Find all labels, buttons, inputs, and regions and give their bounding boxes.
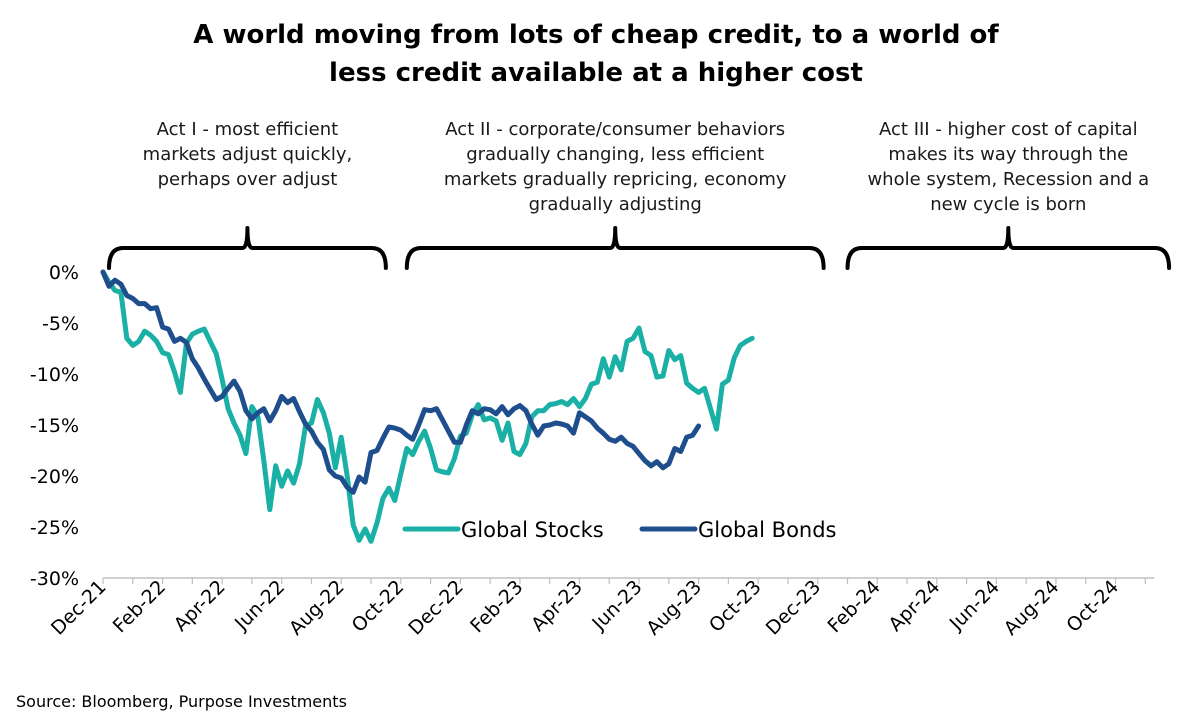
source-note: Source: Bloomberg, Purpose Investments [16,692,347,711]
y-tick-label: -25% [30,517,79,539]
x-tick-label: Apr-22 [170,576,230,636]
act-brace [107,226,388,270]
act-text-line: Act III - higher cost of capital [879,119,1138,140]
x-tick-label: Dec-22 [404,576,468,640]
x-tick-label: Jun-23 [587,576,646,635]
act-text-line: perhaps over adjust [158,169,338,190]
act-annotations: Act I - most efficient markets adjust qui… [107,119,1172,270]
act-text-line: new cycle is born [930,194,1086,215]
x-tick-label: Jun-24 [945,576,1004,635]
series-line-global-stocks [100,269,755,544]
x-tick-label: Aug-23 [642,576,706,640]
act-text-line: markets gradually repricing, economy [444,169,787,190]
x-tick-label: Aug-24 [1000,576,1064,640]
y-tick-label: -30% [30,568,79,590]
x-tick-label: Dec-23 [762,576,826,640]
x-tick-label: Apr-23 [527,576,587,636]
x-tick-label: Oct-22 [348,576,409,637]
x-tick-label: Jun-22 [230,576,289,635]
x-tick-label: Feb-23 [466,576,527,637]
act-text-line: whole system, Recession and a [867,169,1149,190]
legend-label-global-bonds: Global Bonds [698,518,837,542]
x-tick-label: Oct-24 [1062,576,1123,637]
act-text-line: Act I - most efficient [157,119,339,140]
x-tick-label: Aug-22 [285,576,349,640]
y-axis: 0% -5% -10% -15% -20% -25% -30% [30,262,79,590]
y-tick-label: -20% [30,466,79,488]
act-text-line: markets adjust quickly, [143,144,353,165]
y-tick-label: -5% [42,313,79,335]
x-tick-label: Feb-24 [824,576,885,637]
chart-title-line-1: A world moving from lots of cheap credit… [193,20,999,50]
act-text-line: gradually adjusting [529,194,702,215]
y-tick-label: -10% [30,364,79,386]
x-tick-label: Apr-24 [884,576,944,636]
act-brace [404,226,826,270]
act-text-line: gradually changing, less efficient [466,144,764,165]
legend-label-global-stocks: Global Stocks [461,518,604,542]
x-tick-label: Feb-22 [109,576,170,637]
act-text-line: Act II - corporate/consumer behaviors [445,119,785,140]
legend: Global Stocks Global Bonds [402,518,837,542]
series-line-global-bonds [100,269,702,495]
chart-title: A world moving from lots of cheap credit… [193,20,999,88]
act-brace [845,226,1172,270]
act-text-line: makes its way through the [888,144,1128,165]
x-tick-label: Oct-23 [705,576,766,637]
series-lines [100,269,755,544]
y-tick-label: 0% [49,262,79,284]
y-tick-label: -15% [30,415,79,437]
chart-title-line-2: less credit available at a higher cost [329,58,863,88]
